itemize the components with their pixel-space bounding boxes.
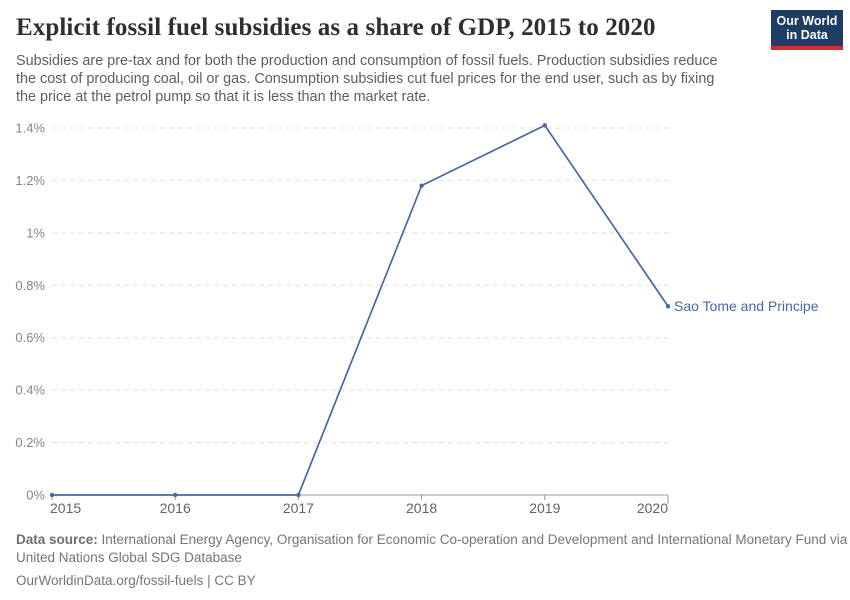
data-point-marker [665,304,671,309]
attribution-text: OurWorldinData.org/fossil-fuels | CC BY [16,573,256,588]
x-tick-label: 2016 [160,500,191,516]
owid-logo-line2: in Data [786,28,828,42]
chart-subtitle-line: Subsidies are pre-tax and for both the p… [16,53,718,69]
y-tick-label: 1.2% [15,173,45,188]
x-tick-label: 2018 [406,500,437,516]
y-tick-label: 1% [26,225,45,240]
y-tick-label: 1.4% [15,121,45,136]
chart-subtitle-line: the cost of producing coal, oil or gas. … [16,71,715,87]
y-tick-label: 0% [26,488,45,503]
chart-subtitle: Subsidies are pre-tax and for both the p… [16,52,761,106]
data-source-line: Data source: International Energy Agency… [16,531,847,549]
owid-logo-line1: Our World [776,14,838,28]
y-tick-label: 0.2% [15,435,45,450]
chart-title: Explicit fossil fuel subsidies as a shar… [16,14,656,41]
data-point-marker [542,123,547,128]
data-source-line: United Nations Global SDG Database [16,550,242,565]
data-source-text: International Energy Agency, Organisatio… [101,532,848,547]
chart-footer: Data source: International Energy Agency… [16,531,847,590]
x-tick-label: 2015 [50,500,81,516]
data-point-marker [173,492,178,498]
x-tick-label: 2019 [529,500,560,516]
owid-logo: Our World in Data [771,10,843,50]
data-point-marker [49,492,55,498]
x-tick-label: 2017 [283,500,314,516]
y-tick-label: 0.4% [15,383,45,398]
data-source-label: Data source: [16,532,98,547]
data-point-marker [419,183,424,188]
data-line [52,124,669,496]
y-tick-label: 0.8% [15,278,45,293]
chart-subtitle-line: the price at the petrol pump so that it … [16,89,431,105]
y-tick-label: 0.6% [15,330,45,345]
data-point-marker [296,492,301,498]
x-tick-label: 2020 [637,500,668,516]
entity-label: Sao Tome and Principe [674,298,819,314]
